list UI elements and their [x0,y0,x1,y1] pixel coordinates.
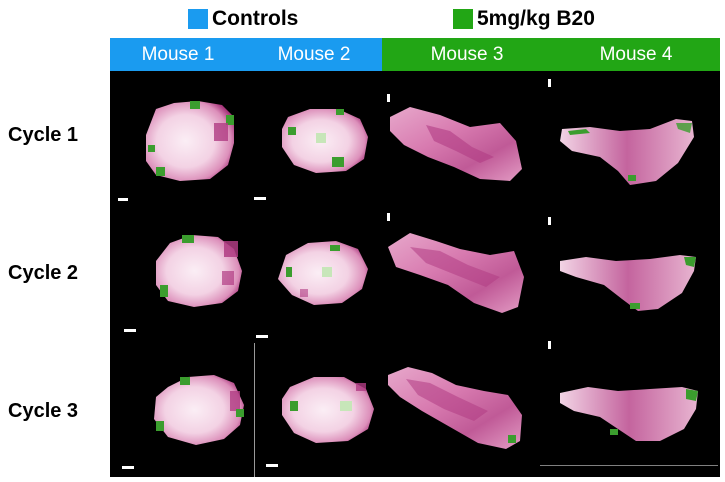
scale-bar [387,213,390,221]
panel-divider [254,343,255,477]
tissue-image-m4-c1 [560,119,694,185]
tissue-image-m2-c2 [278,241,368,305]
tissue-image-m3-c3 [388,367,522,449]
legend-controls-label: Controls [212,7,299,30]
image-grid-svg [118,79,718,477]
tissue-image-m1-c1 [146,101,234,181]
legend-treated: 5mg/kg B20 [453,6,595,32]
row-label-cycle-3: Cycle 3 [8,400,79,422]
legend-treated-label: 5mg/kg B20 [477,7,595,30]
scale-bar [122,466,134,469]
row-label-cycle-2: Cycle 2 [8,262,79,284]
legend-controls: Controls [188,6,298,32]
tissue-image-m4-c2 [560,255,696,311]
row-label-cycle-1: Cycle 1 [8,124,79,146]
tissue-image-m1-c3 [154,375,244,445]
scale-bar [387,94,390,102]
legend-controls-swatch [188,9,208,29]
panel-divider [540,465,718,466]
scale-bar [548,217,551,225]
column-header-mouse-4: Mouse 4 [552,38,720,71]
tissue-image-m2-c1 [282,109,368,173]
scale-bar [118,198,128,201]
tissue-image-m3-c2 [388,233,524,313]
scale-bar [124,329,136,332]
tissue-image-m3-c1 [390,107,522,181]
column-header-mouse-2: Mouse 2 [246,38,382,71]
tissue-image-m4-c3 [560,387,698,441]
scale-bar [548,79,551,87]
column-header-mouse-3: Mouse 3 [382,38,552,71]
tissue-image-m1-c2 [156,235,242,307]
tissue-image-m2-c3 [282,377,374,443]
column-header-mouse-1: Mouse 1 [110,38,246,71]
scale-bar [266,464,278,467]
scale-bar [256,335,268,338]
scale-bar [254,197,266,200]
scale-bar [548,341,551,349]
image-grid [110,71,720,477]
legend-treated-swatch [453,9,473,29]
column-header-bar: Mouse 1 Mouse 2 Mouse 3 Mouse 4 [110,38,720,71]
